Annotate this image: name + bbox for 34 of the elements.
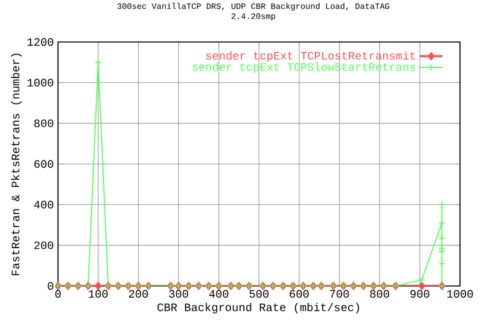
chart-subtitle: 2.4.20smp (232, 13, 276, 21)
y-tick-label: 600 (34, 160, 54, 168)
x-tick-label: 300 (169, 290, 188, 298)
y-axis-title: FastRetran & PktsRetrans (number) (11, 54, 22, 276)
x-tick-label: 1000 (447, 290, 473, 298)
point (438, 234, 446, 242)
y-tick-label: 200 (34, 241, 54, 250)
point (438, 201, 446, 208)
point (94, 58, 102, 66)
x-tick-label: 400 (209, 290, 228, 298)
point (438, 260, 446, 268)
y-tick-label: 400 (34, 200, 54, 208)
point (438, 248, 446, 255)
legend-label: sender tcpExt TCPSlowStartRetrans (192, 62, 416, 74)
x-tick-label: 100 (88, 290, 108, 298)
x-axis-title: CBR Background Rate (mbit/sec) (158, 302, 360, 314)
x-tick-label: 0 (55, 290, 61, 298)
chart-title: 300sec VanillaTCP DRS, UDP CBR Background Load, DataTAG (117, 2, 390, 11)
x-tick-label: 200 (128, 290, 148, 298)
point (94, 282, 102, 290)
point (418, 276, 426, 284)
y-tick-label: 800 (34, 119, 54, 128)
y-tick-label: 1200 (28, 38, 54, 46)
legend-label: sender tcpExt TCPLostRetransmit (206, 51, 415, 62)
y-tick-label: 0 (48, 282, 54, 290)
point (418, 282, 426, 290)
x-tick-label: 800 (370, 290, 390, 298)
y-tick-label: 1000 (28, 78, 54, 86)
point (438, 244, 446, 252)
x-tick-label: 500 (250, 290, 268, 298)
x-tick-label: 600 (290, 290, 309, 298)
point (438, 219, 446, 226)
x-tick-label: 700 (330, 290, 349, 298)
x-tick-label: 900 (410, 290, 430, 298)
